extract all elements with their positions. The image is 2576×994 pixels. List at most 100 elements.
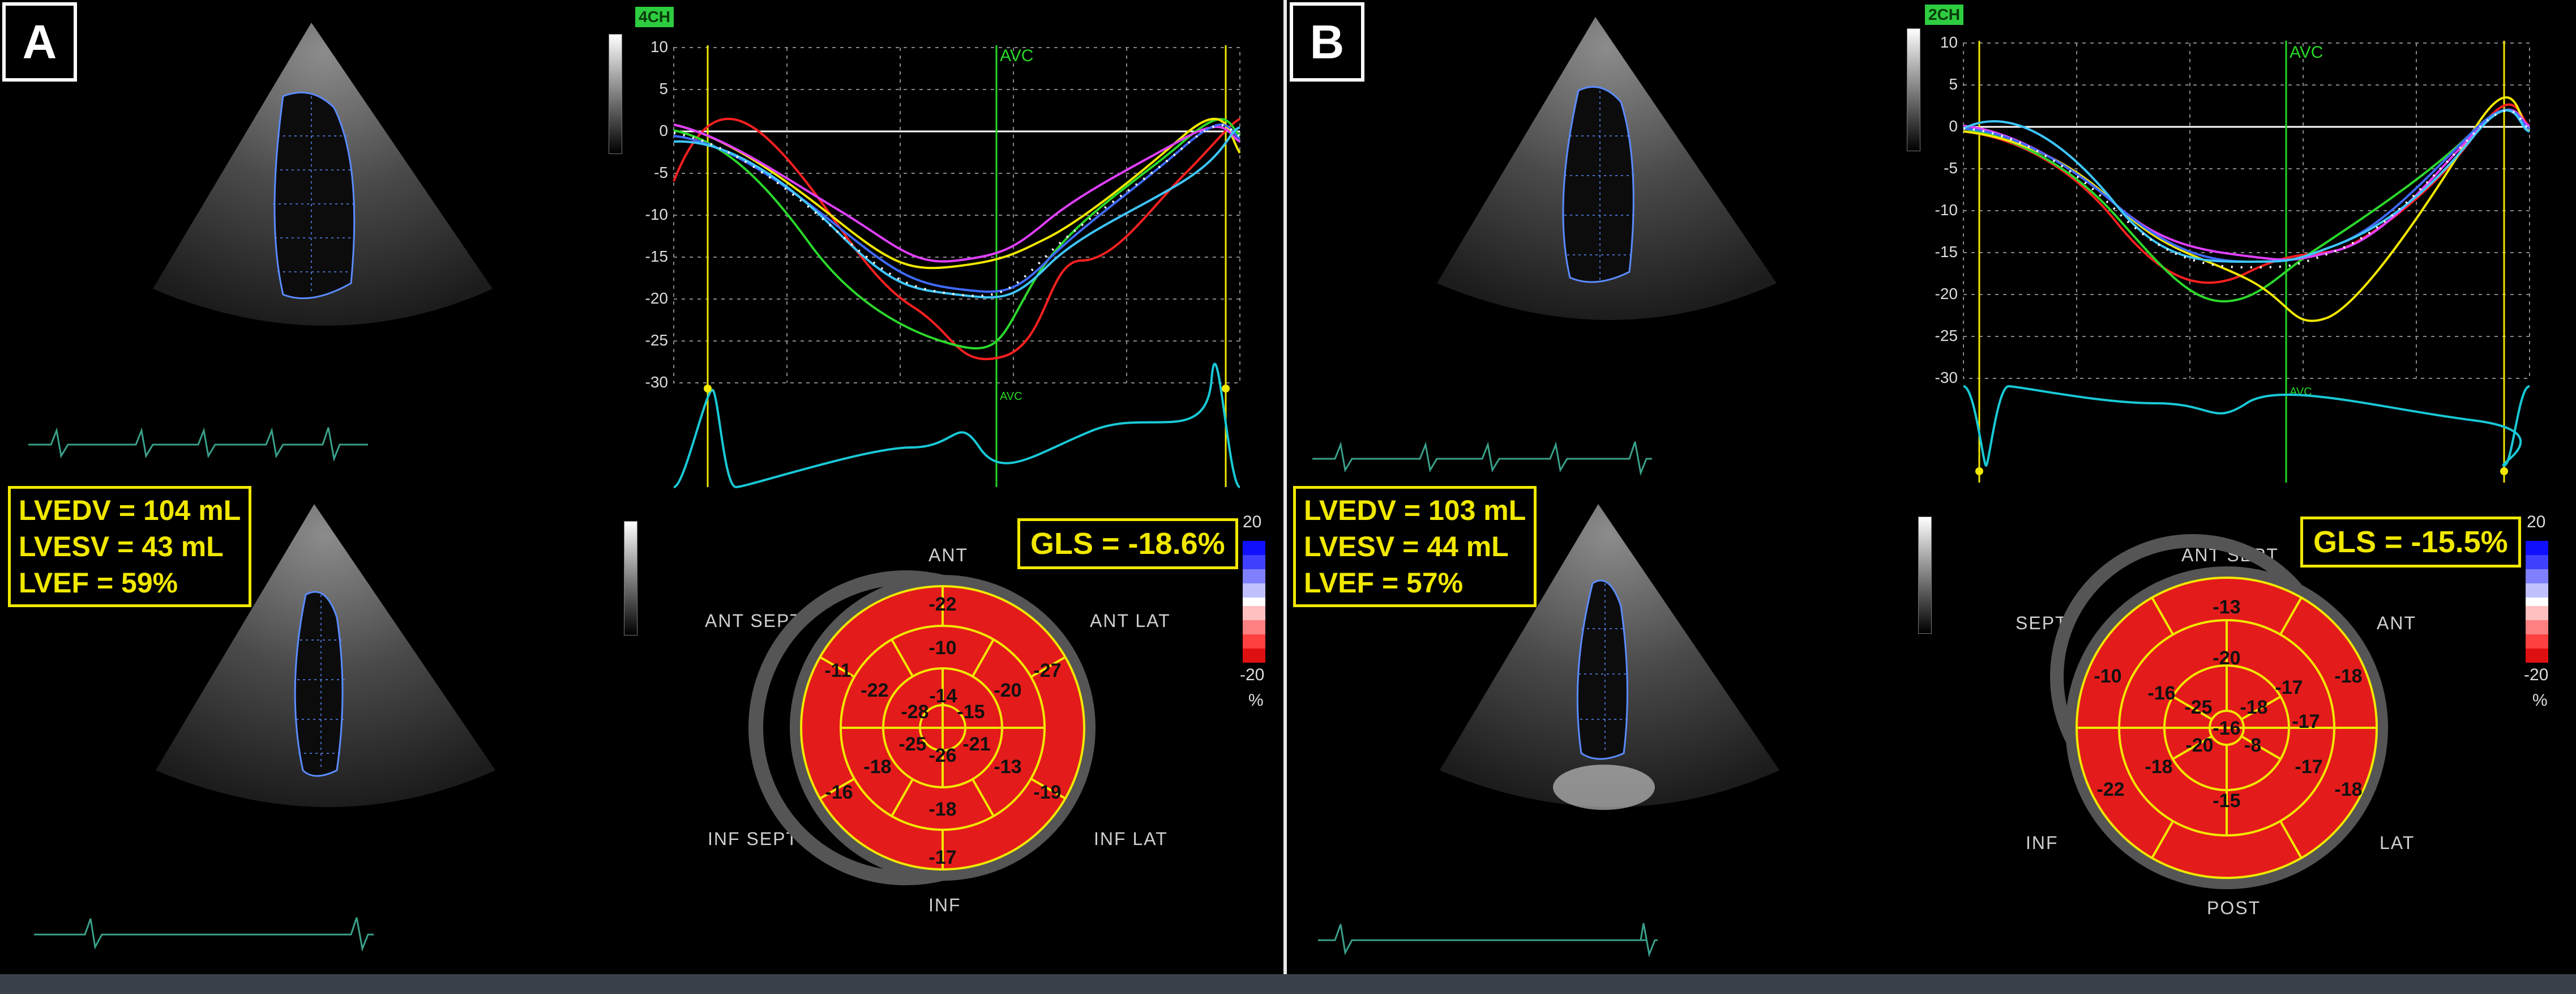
- scale-bottom-label: -20: [2524, 665, 2549, 684]
- segment-value: -28: [901, 701, 928, 723]
- echo-image-4ch-end-diastole: [142, 23, 515, 340]
- curve-magenta: [1963, 108, 2530, 261]
- y-tick: -30: [1935, 369, 1958, 386]
- y-tick: -25: [645, 331, 668, 349]
- bullseye-label-top-right: ANT LAT: [1090, 611, 1171, 631]
- y-axis-ticks: 10 5 0 -5 -10 -15 -20 -25 -30: [1935, 35, 1958, 386]
- y-tick: 5: [659, 80, 668, 97]
- color-scale-bar: [1243, 541, 1265, 663]
- volume-measurements: LVEDV = 104 mL LVESV = 43 mL LVEF = 59%: [8, 486, 252, 607]
- segment-value: -17: [928, 847, 956, 868]
- ecg-trace-upper: [1312, 441, 1652, 476]
- strain-curve-chart: 10 5 0 -5 -10 -15 -20 -25 -30 AVC AVC: [645, 40, 1241, 489]
- strain-curve-chart: 10 5 0 -5 -10 -15 -20 -25 -30 AVC AVC: [1935, 35, 2531, 483]
- curve-cyan: [1963, 109, 2530, 263]
- y-tick: 0: [659, 122, 668, 139]
- segment-strain-curves: [673, 117, 1241, 360]
- panel-letter: B: [1290, 2, 1364, 82]
- segment-value: -8: [2244, 735, 2261, 756]
- scale-bottom-label: -20: [1240, 665, 1265, 684]
- segment-value: -22: [928, 594, 956, 615]
- segment-value: -22: [2096, 779, 2124, 800]
- panel-b: B: [1290, 0, 2570, 974]
- curve-average: [1963, 109, 2530, 269]
- grayscale-bar: [1907, 28, 1920, 151]
- segment-value: -16: [2147, 682, 2175, 704]
- curve-blue: [1963, 109, 2530, 263]
- segment-value: -10: [928, 637, 956, 659]
- bullseye-label-bottom: INF: [928, 895, 961, 915]
- lvedv-value: LVEDV = 104 mL: [19, 494, 241, 526]
- curve-cyan: [673, 126, 1240, 298]
- segment-value: -15: [957, 701, 985, 723]
- segment-borders: [2077, 597, 2377, 859]
- avc-label: AVC: [1000, 46, 1033, 65]
- status-bar: [0, 974, 2576, 994]
- curve-average: [673, 124, 1240, 297]
- bullseye-plot: -13 -18 -18 -17 -22 -10 -20 -17 -17 -15 …: [2050, 534, 2388, 889]
- y-tick: -5: [654, 164, 668, 181]
- segment-value: -26: [928, 745, 956, 766]
- y-axis-ticks: 10 5 0 -5 -10 -15 -20 -25 -30: [645, 40, 668, 391]
- segment-value: -15: [2213, 790, 2240, 812]
- segment-strain-curves: [1963, 96, 2531, 322]
- curve-red: [673, 117, 1240, 360]
- marker-dot: [1222, 385, 1230, 393]
- ecg-trace-lower: [34, 917, 374, 952]
- scale-top-label: 20: [2527, 513, 2546, 531]
- segment-value: -25: [898, 733, 926, 755]
- bullseye-label-top-right: ANT: [2377, 613, 2416, 633]
- segment-value: -18: [928, 799, 956, 820]
- grid: [673, 47, 1240, 383]
- grayscale-bar-lower: [624, 521, 637, 635]
- volume-measurements: LVEDV = 103 mL LVESV = 44 mL LVEF = 57%: [1293, 486, 1537, 607]
- segment-values: -22 -27 -19 -17 -16 -11 -10 -20 -13 -18 …: [824, 594, 1061, 868]
- lvesv-value: LVESV = 43 mL: [19, 531, 224, 562]
- bullseye-label-top: ANT: [928, 545, 968, 565]
- color-scale-bar: [2526, 541, 2548, 663]
- y-tick: -25: [1935, 327, 1958, 344]
- segment-value: -18: [2334, 779, 2362, 800]
- avc-label-small: AVC: [1000, 390, 1022, 403]
- y-tick: -15: [1935, 243, 1958, 261]
- grid: [1963, 42, 2530, 379]
- grayscale-bar: [609, 34, 622, 154]
- segment-value: -10: [2094, 665, 2121, 687]
- scale-unit-label: %: [1248, 691, 1264, 710]
- bullseye-label-bottom-left: INF: [2026, 833, 2059, 853]
- bullseye-label-bottom: POST: [2207, 898, 2261, 918]
- avc-label: AVC: [2290, 43, 2323, 62]
- lvef-value: LVEF = 57%: [1304, 567, 1464, 599]
- y-tick: 10: [651, 40, 668, 56]
- curve-green: [673, 118, 1241, 349]
- y-tick: 5: [1949, 75, 1958, 93]
- segment-value: -22: [861, 680, 888, 701]
- segment-value: -18: [863, 756, 891, 778]
- y-tick: -30: [645, 373, 668, 391]
- y-tick: -20: [645, 289, 668, 307]
- grayscale-bar-lower: [1918, 517, 1932, 634]
- segment-value: -13: [994, 756, 1021, 778]
- echo-image-4ch-end-systole: [144, 504, 518, 821]
- volume-trace: [1963, 385, 2530, 467]
- segment-value: -20: [994, 680, 1021, 701]
- lvedv-value: LVEDV = 103 mL: [1304, 494, 1526, 526]
- segment-value: -17: [2292, 711, 2320, 732]
- scale-unit-label: %: [2532, 691, 2548, 710]
- segment-values: -13 -18 -18 -17 -22 -10 -20 -17 -17 -15 …: [2094, 596, 2362, 812]
- segment-value: -18: [2240, 697, 2267, 718]
- marker-dot: [1975, 467, 1983, 475]
- lvef-value: LVEF = 59%: [19, 567, 178, 599]
- echo-image-2ch-end-systole: [1428, 504, 1802, 821]
- segment-value: -11: [824, 660, 851, 681]
- ecg-trace-upper: [28, 427, 368, 462]
- bullseye-plot: -22 -27 -19 -17 -16 -11 -10 -20 -13 -18 …: [748, 570, 1096, 885]
- scale-top-label: 20: [1243, 513, 1262, 531]
- segment-value: -16: [2213, 718, 2240, 739]
- segment-value: -18: [2334, 665, 2362, 687]
- lvesv-value: LVESV = 44 mL: [1304, 531, 1509, 562]
- y-tick: -20: [1935, 285, 1958, 302]
- view-tag: 4CH: [635, 7, 674, 27]
- view-tag: 2CH: [1925, 5, 1964, 25]
- bullseye-label-top-left: SEPT: [2016, 613, 2068, 633]
